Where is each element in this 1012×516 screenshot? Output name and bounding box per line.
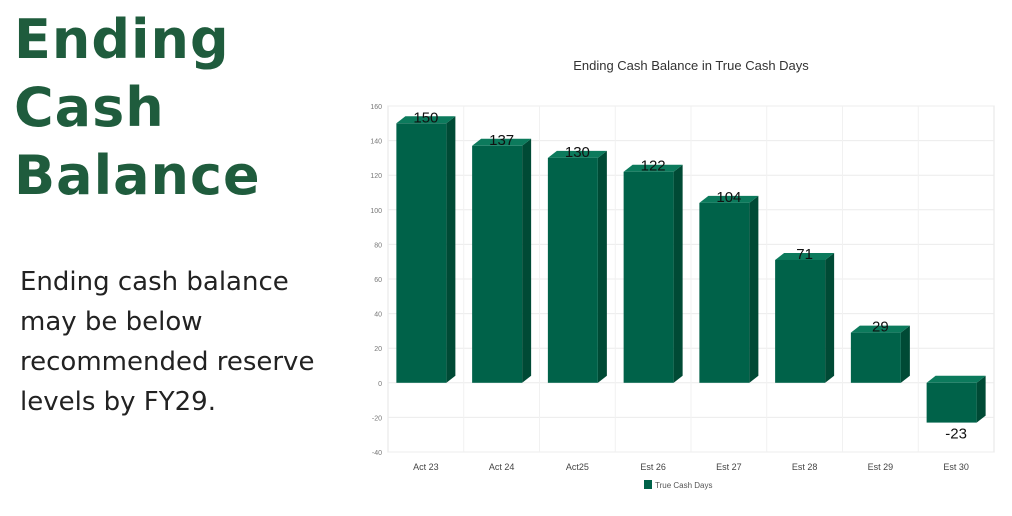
bar <box>775 259 826 383</box>
bar-top <box>926 375 986 383</box>
bar-top <box>623 164 683 172</box>
bar <box>926 382 977 423</box>
bar <box>547 157 598 383</box>
bar-chart: Ending Cash Balance in True Cash Days 160… <box>370 58 995 490</box>
x-tick-label: Act 23 <box>413 462 439 472</box>
y-tick-label: 60 <box>374 277 382 284</box>
data-label: 71 <box>796 246 813 263</box>
bar-side <box>900 325 910 383</box>
y-tick-label: 0 <box>378 381 382 388</box>
bar <box>850 332 901 383</box>
y-tick-label: 20 <box>374 346 382 353</box>
slide-heading: Ending Cash Balance <box>14 6 261 210</box>
y-tick-label: 80 <box>374 242 382 249</box>
heading-line-1: Ending <box>14 8 230 71</box>
bar-side <box>825 252 835 383</box>
x-tick-label: Est 27 <box>716 462 742 472</box>
x-tick-label: Est 28 <box>792 462 818 472</box>
data-label: 29 <box>872 319 889 336</box>
y-tick-label: 140 <box>370 139 382 146</box>
data-label: 137 <box>489 132 514 149</box>
bar-top <box>396 116 456 124</box>
y-tick-label: 40 <box>374 312 382 319</box>
y-tick-label: -40 <box>372 450 382 457</box>
x-tick-label: Act 24 <box>489 462 515 472</box>
chart-title: Ending Cash Balance in True Cash Days <box>573 58 809 73</box>
legend-label: True Cash Days <box>655 481 713 490</box>
bar-top <box>775 252 835 260</box>
x-tick-label: Act25 <box>566 462 589 472</box>
heading-line-3: Balance <box>14 144 261 207</box>
legend-swatch <box>644 480 652 489</box>
bar-side <box>597 150 607 383</box>
data-label: 150 <box>413 109 438 126</box>
bar-top <box>699 195 759 203</box>
data-label: 130 <box>565 144 590 161</box>
chart-container: Ending Cash Balance in True Cash Days 160… <box>352 48 1002 508</box>
bar-side <box>446 116 456 383</box>
x-tick-label: Est 26 <box>640 462 666 472</box>
bar-side <box>673 164 683 383</box>
y-tick-label: 100 <box>370 208 382 215</box>
slide-body-text: Ending cash balance may be below recomme… <box>20 267 315 417</box>
x-tick-label: Est 29 <box>868 462 894 472</box>
bar-side <box>976 375 986 423</box>
bar-top <box>850 325 910 333</box>
bar <box>396 123 447 383</box>
bar <box>472 145 523 383</box>
bar-side <box>749 195 759 383</box>
data-label: 122 <box>641 158 666 175</box>
y-tick-label: -20 <box>372 415 382 422</box>
bar <box>623 171 674 383</box>
data-label: -23 <box>945 426 967 443</box>
bar-top <box>472 138 532 146</box>
bar-side <box>522 138 532 383</box>
y-tick-label: 120 <box>370 173 382 180</box>
heading-line-2: Cash <box>14 76 165 139</box>
y-tick-label: 160 <box>370 104 382 111</box>
bar-top <box>547 150 607 158</box>
data-label: 104 <box>716 189 741 206</box>
x-tick-label: Est 30 <box>943 462 969 472</box>
bar <box>699 202 750 383</box>
